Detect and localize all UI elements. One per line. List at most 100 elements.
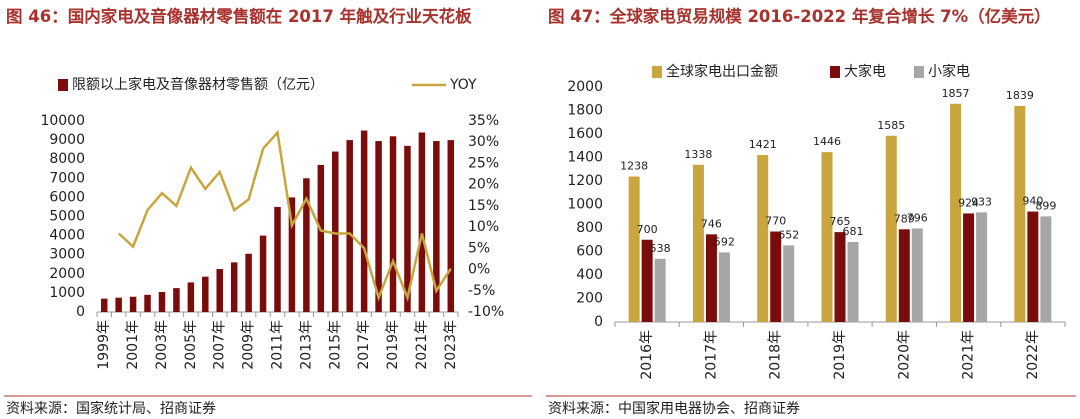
legend-key [914,66,924,78]
data-label: 796 [907,211,928,224]
bar [418,132,426,312]
y2-tick-label: 0% [468,262,490,278]
x-tick-label: 2015年 [327,320,343,370]
y2-tick-label: 35% [468,113,499,129]
y-tick-label: 800 [576,220,603,236]
legend-label: 大家电 [844,63,886,80]
x-tick-label: 2023年 [443,320,459,370]
y-tick-label: 1000 [49,285,85,301]
bar [821,152,833,322]
x-tick-label: 2021年 [414,320,430,370]
data-label: 1238 [620,160,648,173]
bar [1040,216,1052,322]
x-tick-label: 2017年 [703,330,719,380]
bar [375,141,382,312]
bar [641,239,653,322]
bar [129,296,137,312]
bar [834,232,846,322]
data-label: 681 [843,225,864,238]
bar [259,235,267,312]
bar [911,228,923,322]
data-label: 746 [701,217,722,230]
bar [718,252,730,322]
data-label: 940 [1022,195,1043,208]
x-tick-label: 2013年 [298,320,314,370]
bar [245,253,252,312]
source: 资料来源：国家统计局、招商证券 [6,400,216,417]
x-tick-label: 2021年 [961,330,977,380]
bar [628,176,640,322]
y-tick-label: 1000 [567,197,603,213]
data-label: 1857 [942,87,970,100]
data-label: 1338 [684,148,712,161]
data-label: 789 [894,212,915,225]
y-tick-label: 1400 [567,150,603,166]
y-tick-label: 200 [576,291,603,307]
bar [404,145,411,312]
y2-tick-label: 20% [468,177,499,193]
bar [144,294,151,312]
bar [976,212,988,322]
data-label: 538 [650,242,671,255]
legend-key [652,66,662,78]
legend-key [830,66,840,78]
x-tick-label: 2020年 [896,330,912,380]
bar [216,269,223,312]
y-tick-label: 6000 [49,189,85,205]
x-tick-label: 2017年 [356,320,372,370]
y-tick-label: 400 [576,267,603,283]
y2-tick-label: -5% [468,283,495,299]
y-tick-label: 1200 [567,173,603,189]
x-tick-label: 2001年 [125,320,141,370]
bar [202,276,209,312]
bar [950,103,962,323]
bar [173,288,180,312]
x-tick-label: 2019年 [385,320,401,370]
bar [360,130,368,312]
bar [963,213,975,322]
bar [230,262,238,312]
bar [705,234,717,322]
y-tick-label: 1800 [567,103,603,119]
y-tick-label: 8000 [49,151,85,167]
bar [433,141,440,312]
bar [770,231,782,322]
bar [757,155,769,322]
bar [274,206,281,312]
x-tick-label: 2005年 [183,320,199,370]
legend-label: 全球家电出口金额 [666,63,778,80]
bar [389,136,397,312]
y-tick-label: 0 [594,314,603,330]
line [117,129,452,302]
y-tick-label: 2000 [49,266,85,282]
data-label: 1421 [749,138,777,151]
x-tick-label: 2016年 [639,330,655,380]
bar [158,291,166,312]
data-label: 592 [714,235,735,248]
y-tick-label: 600 [576,244,603,260]
data-label: 770 [765,215,786,228]
legend-key [58,79,68,91]
bar [783,245,795,322]
bar [447,140,455,312]
data-label: 1585 [877,119,905,132]
bar [303,178,310,312]
y2-tick-label: 10% [468,219,499,235]
legend-label: YOY [449,77,477,93]
y-tick-label: 5000 [49,209,85,225]
y-tick-label: 4000 [49,228,85,244]
bar [692,164,704,322]
y-tick-label: 1600 [567,126,603,142]
legend-label: 小家电 [928,63,970,80]
y2-tick-label: 5% [468,240,490,256]
bar [288,197,296,312]
bar [317,164,325,312]
source: 资料来源：中国家用电器协会、招商证券 [548,400,800,417]
bar [847,241,859,322]
bar [654,258,666,322]
y-tick-label: 0 [76,304,85,320]
y-tick-label: 2000 [567,79,603,95]
bar [115,297,122,312]
chart-title: 图 47：全球家电贸易规模 2016-2022 年复合增长 7%（亿美元） [548,7,1051,26]
